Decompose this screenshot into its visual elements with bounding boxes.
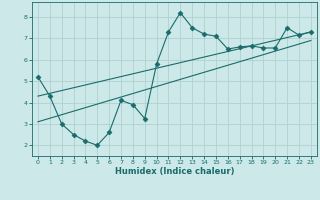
X-axis label: Humidex (Indice chaleur): Humidex (Indice chaleur) — [115, 167, 234, 176]
